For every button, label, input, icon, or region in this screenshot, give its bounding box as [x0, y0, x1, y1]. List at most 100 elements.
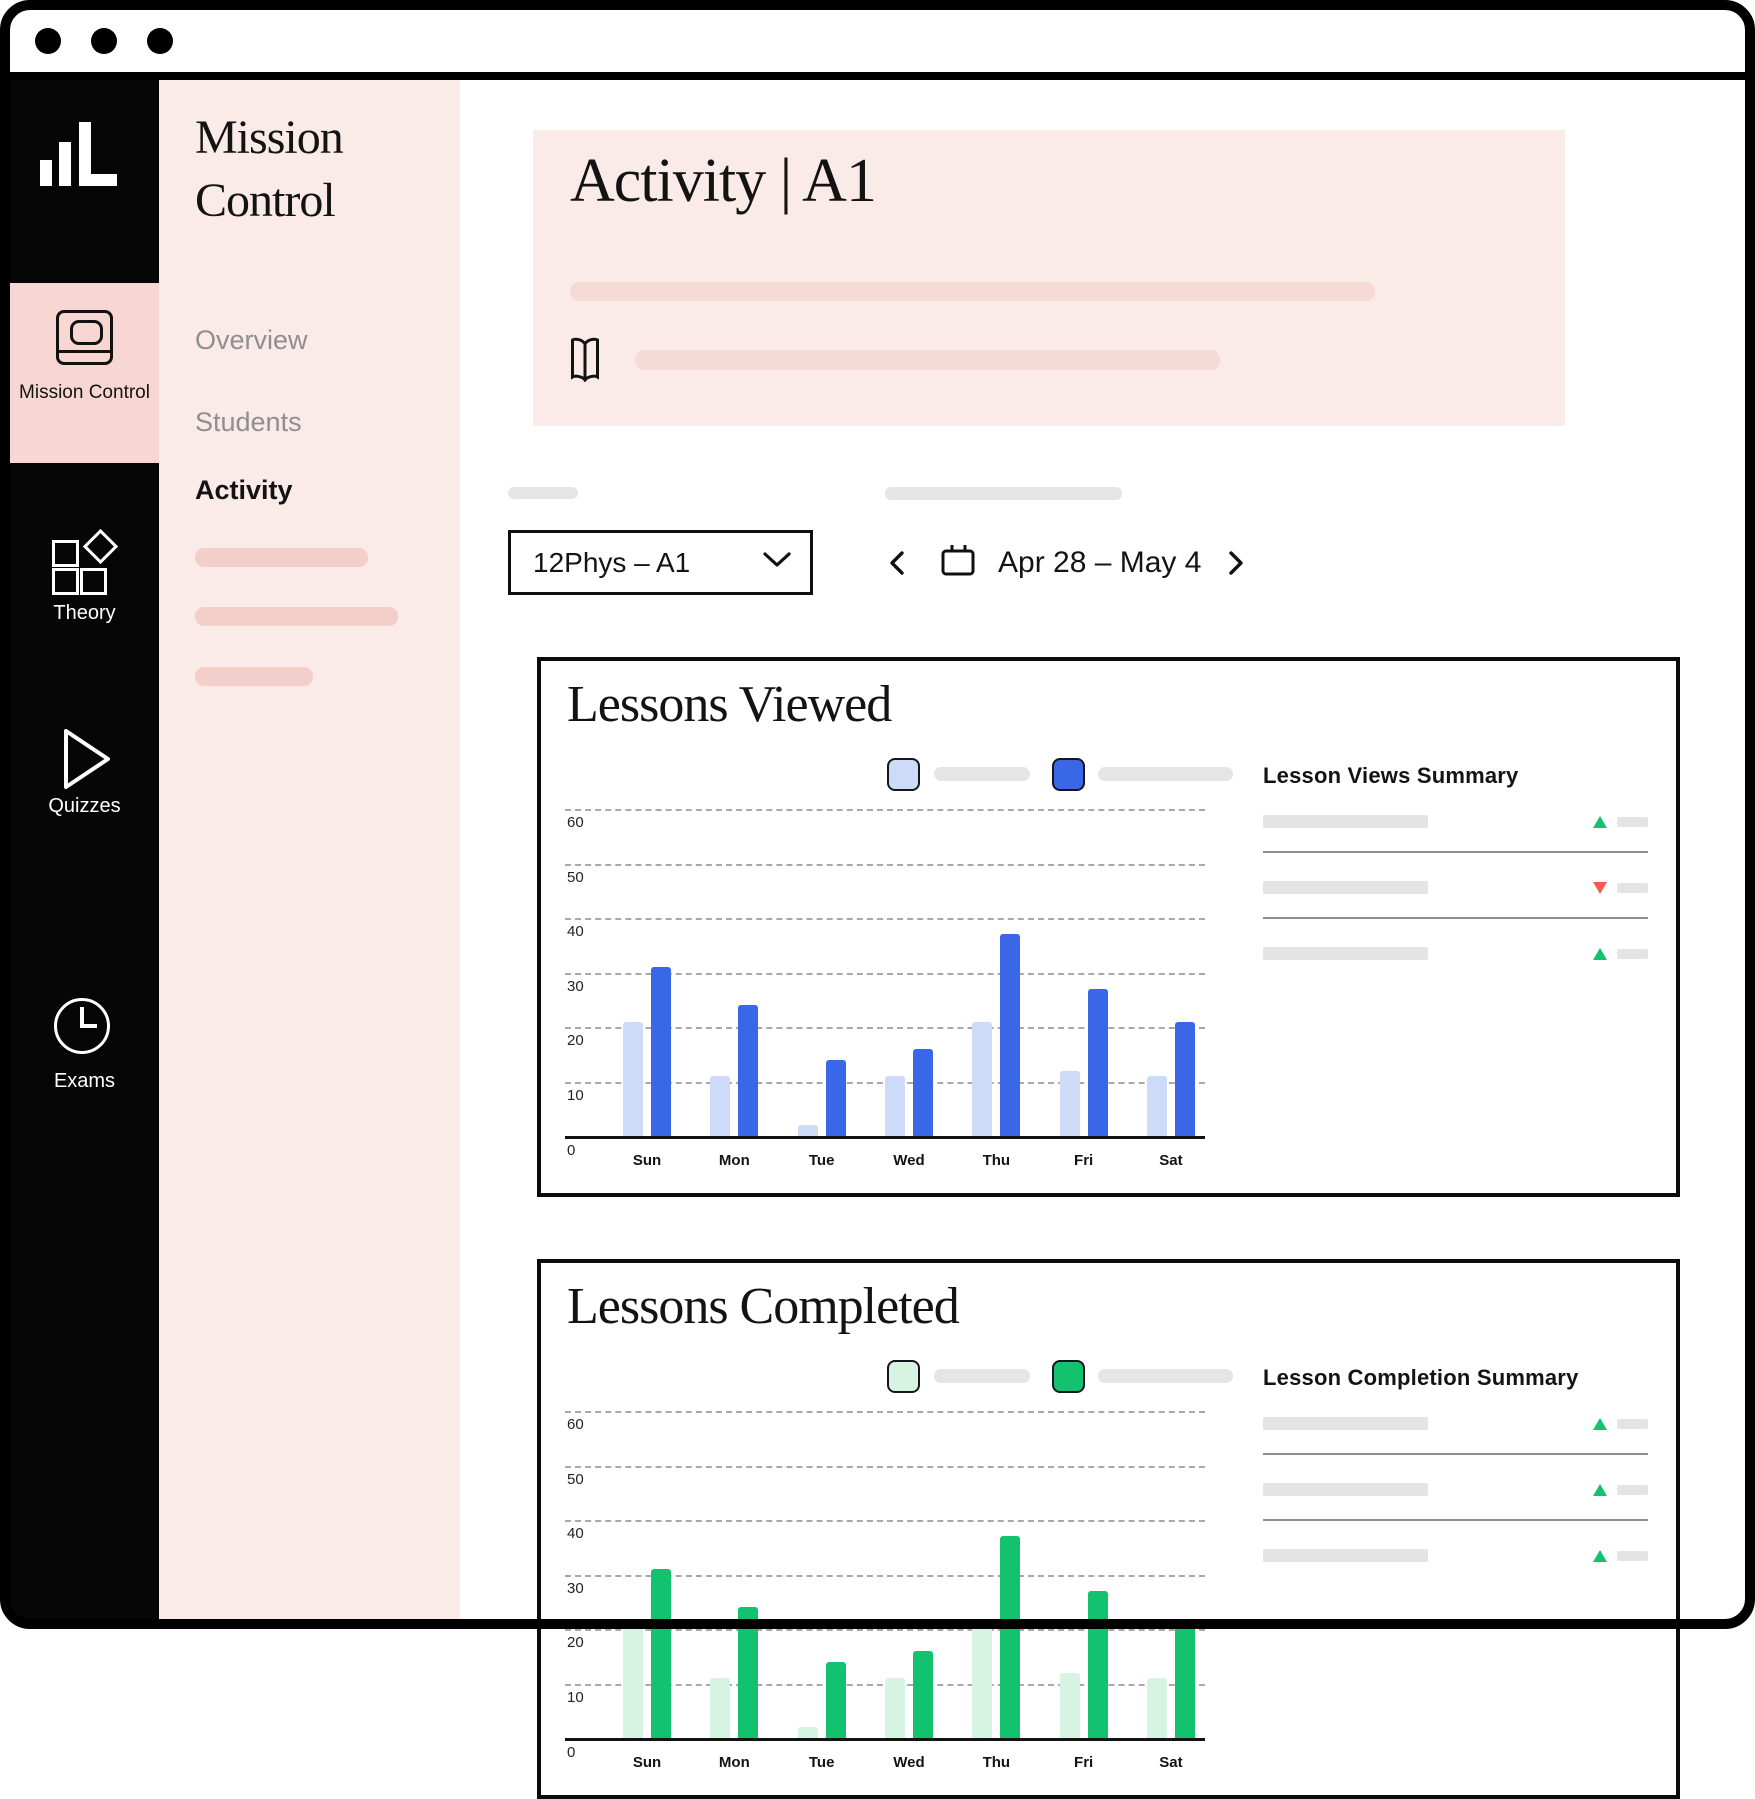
subnav-item-activity[interactable]: Activity — [195, 475, 293, 505]
subnav-item-students[interactable]: Students — [195, 407, 302, 437]
bar-thu-dark — [1000, 934, 1021, 1136]
titlebar-divider — [0, 72, 1755, 80]
sidebar-item-quizzes[interactable]: Quizzes — [48, 795, 121, 817]
window-titlebar — [10, 10, 1745, 72]
bar-chart-logo-icon — [40, 122, 117, 186]
gridline — [565, 863, 1205, 866]
gridline — [565, 1520, 1205, 1522]
bar-group-fri — [1059, 988, 1108, 1136]
subnav-sidebar — [159, 80, 460, 1619]
x-axis-label: Sat — [1159, 1754, 1183, 1771]
bar-wed-light — [884, 1678, 905, 1738]
sidebar-item-mission-control[interactable] — [10, 283, 159, 463]
bar-group-fri — [1059, 1590, 1108, 1738]
x-axis-label: Wed — [893, 1754, 925, 1771]
bar-tue-dark — [825, 1059, 846, 1136]
sidebar-item-exams[interactable]: Exams — [53, 1070, 116, 1092]
gridline — [565, 972, 1205, 975]
filter-label-placeholder — [885, 487, 1122, 500]
legend-label-placeholder — [1098, 1369, 1233, 1383]
x-axis-label: Thu — [982, 1152, 1011, 1169]
legend-label-placeholder — [1098, 767, 1233, 781]
bar-group-sat — [1146, 1021, 1195, 1136]
summary-row-placeholder — [1263, 947, 1428, 960]
chart-title: Lessons Completed — [567, 1278, 960, 1335]
summary-row-placeholder — [1263, 815, 1428, 828]
page-header-panel: Activity | A1 — [533, 130, 1565, 426]
gridline — [565, 809, 1205, 811]
bar-fri-dark — [1087, 988, 1108, 1136]
summary-value-placeholder — [1617, 1551, 1648, 1561]
bar-fri-dark — [1087, 1590, 1108, 1738]
bar-wed-dark — [912, 1048, 933, 1136]
summary-value-placeholder — [1617, 817, 1648, 827]
bar-fri-light — [1059, 1672, 1080, 1738]
window-control-dot[interactable] — [35, 28, 61, 54]
bar-tue-dark — [825, 1661, 846, 1738]
x-axis-label: Wed — [893, 1152, 925, 1169]
sidebar-item-theory[interactable]: Theory — [53, 602, 116, 624]
subnav-placeholder-bar — [195, 607, 398, 626]
class-select[interactable]: 12Phys – A1 — [508, 530, 813, 595]
bar-sun-dark — [651, 1569, 671, 1738]
class-select-value: 12Phys – A1 — [533, 546, 691, 578]
gridline — [565, 918, 1205, 920]
chevron-left-icon[interactable] — [886, 550, 908, 576]
y-axis-label: 40 — [567, 1525, 584, 1542]
bar-mon-dark — [738, 1005, 759, 1136]
y-axis-label: 50 — [567, 1470, 584, 1488]
summary-value-placeholder — [1617, 949, 1648, 959]
calendar-icon[interactable] — [940, 544, 976, 582]
header-placeholder-bar — [635, 350, 1220, 370]
bar-sun-dark — [651, 967, 671, 1136]
subnav-title: Mission Control — [195, 111, 344, 227]
bar-group-sat — [1146, 1623, 1195, 1738]
subnav-placeholder-bar — [195, 548, 368, 567]
bar-tue-light — [797, 1727, 818, 1738]
bar-plot: 60 50 40 30 20 10 0 Sun Mon Tue Wed Thu Fri Sat — [565, 1411, 1205, 1791]
bar-group-thu — [972, 1536, 1021, 1738]
bar-group-sun — [623, 967, 671, 1136]
y-axis-label: 60 — [567, 1416, 584, 1433]
chevron-right-icon[interactable] — [1225, 550, 1247, 576]
y-axis-label: 50 — [567, 868, 584, 886]
summary-row-placeholder — [1263, 881, 1428, 894]
bar-fri-light — [1059, 1070, 1080, 1136]
summary-title: Lesson Views Summary — [1263, 763, 1519, 788]
window-control-dot[interactable] — [147, 28, 173, 54]
summary-row-placeholder — [1263, 1417, 1428, 1430]
bar-group-tue — [797, 1059, 846, 1136]
x-axis-label: Thu — [982, 1754, 1011, 1771]
bar-plot: 60 50 40 30 20 10 0 Sun Mon Tue Wed Thu Fri Sat — [565, 809, 1205, 1189]
y-axis-label: 0 — [567, 1142, 576, 1159]
summary-value-placeholder — [1617, 1485, 1648, 1495]
bar-group-wed — [884, 1650, 933, 1738]
play-icon[interactable] — [62, 727, 112, 796]
subnav-item-overview[interactable]: Overview — [195, 325, 308, 355]
bar-sat-dark — [1174, 1021, 1195, 1136]
gridline — [565, 1027, 1205, 1029]
y-axis-label: 40 — [567, 923, 584, 940]
lessons-completed-card: Lessons Completed 60 50 40 30 20 10 0 Sun Mon Tue… — [537, 1259, 1680, 1799]
y-axis-label: 30 — [567, 1579, 584, 1597]
legend-swatch-dark — [1052, 758, 1085, 791]
bar-thu-light — [972, 1021, 993, 1136]
y-axis-label: 60 — [567, 814, 584, 831]
summary-panel: Lesson Completion Summary — [1263, 1365, 1648, 1585]
gridline — [565, 1574, 1205, 1577]
summary-divider — [1263, 1453, 1648, 1455]
date-range-nav: Apr 28 – May 4 — [886, 540, 1247, 585]
legend-swatch-light — [887, 1360, 920, 1393]
bar-group-thu — [972, 934, 1021, 1136]
blocks-icon[interactable] — [52, 528, 119, 597]
summary-divider — [1263, 851, 1648, 853]
page-title: Activity | A1 — [570, 147, 877, 215]
x-axis-label: Fri — [1074, 1754, 1094, 1771]
trend-up-icon — [1593, 1484, 1607, 1496]
clock-icon[interactable] — [54, 998, 110, 1054]
chevron-down-icon — [762, 552, 792, 573]
bar-group-sun — [623, 1569, 671, 1738]
filter-label-placeholder — [508, 487, 578, 499]
window-control-dot[interactable] — [91, 28, 117, 54]
x-axis-label: Mon — [718, 1152, 750, 1169]
